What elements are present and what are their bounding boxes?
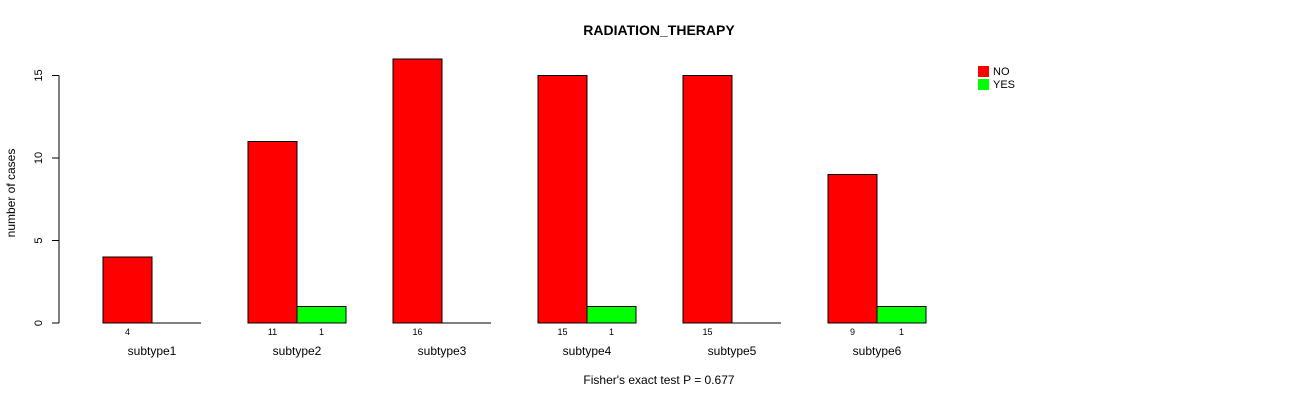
bar-no-subtype4 [537, 75, 588, 324]
bar-count-label: 16 [412, 327, 422, 337]
legend-label-no: NO [993, 66, 1010, 78]
bar-count-label: 11 [268, 327, 277, 337]
bar-no-subtype2 [247, 141, 298, 324]
bar-no-subtype3 [392, 58, 443, 324]
y-tick-label: 15 [33, 69, 45, 81]
chart-title: RADIATION_THERAPY [583, 22, 735, 38]
category-label-subtype4: subtype4 [563, 344, 612, 358]
bar-count-label: 15 [702, 327, 712, 337]
legend-swatch-yes [978, 79, 989, 90]
bar-yes-subtype2 [296, 306, 347, 324]
category-label-subtype3: subtype3 [418, 344, 467, 358]
bar-count-label: 1 [609, 327, 614, 337]
y-axis: 0 5 10 15 [33, 69, 60, 326]
bar-count-label: 9 [850, 327, 855, 337]
legend-swatch-no [978, 66, 989, 77]
y-tick-label: 0 [33, 320, 45, 326]
bars [102, 58, 927, 324]
category-label-subtype6: subtype6 [853, 344, 902, 358]
bar-yes-subtype4 [586, 306, 637, 324]
bar-count-label: 1 [319, 327, 324, 337]
category-label-subtype2: subtype2 [273, 344, 322, 358]
bar-count-label: 1 [899, 327, 904, 337]
category-label-subtype1: subtype1 [128, 344, 177, 358]
bar-count-label: 4 [125, 327, 130, 337]
category-labels: subtype1 subtype2 subtype3 subtype4 subtype5… [128, 344, 902, 358]
fisher-test-caption: Fisher's exact test P = 0.677 [583, 373, 734, 387]
y-tick-label: 10 [33, 152, 45, 164]
bar-count-label: 15 [557, 327, 567, 337]
bar-no-subtype5 [682, 75, 733, 324]
category-label-subtype5: subtype5 [708, 344, 757, 358]
bar-count-labels: 4 11 1 16 15 1 15 9 1 [125, 327, 904, 337]
y-axis-label: number of cases [4, 149, 18, 238]
bar-no-subtype6 [827, 174, 878, 324]
bar-yes-subtype6 [876, 306, 927, 324]
bar-no-subtype1 [102, 256, 153, 324]
y-tick-label: 5 [33, 237, 45, 243]
legend-label-yes: YES [993, 79, 1015, 91]
